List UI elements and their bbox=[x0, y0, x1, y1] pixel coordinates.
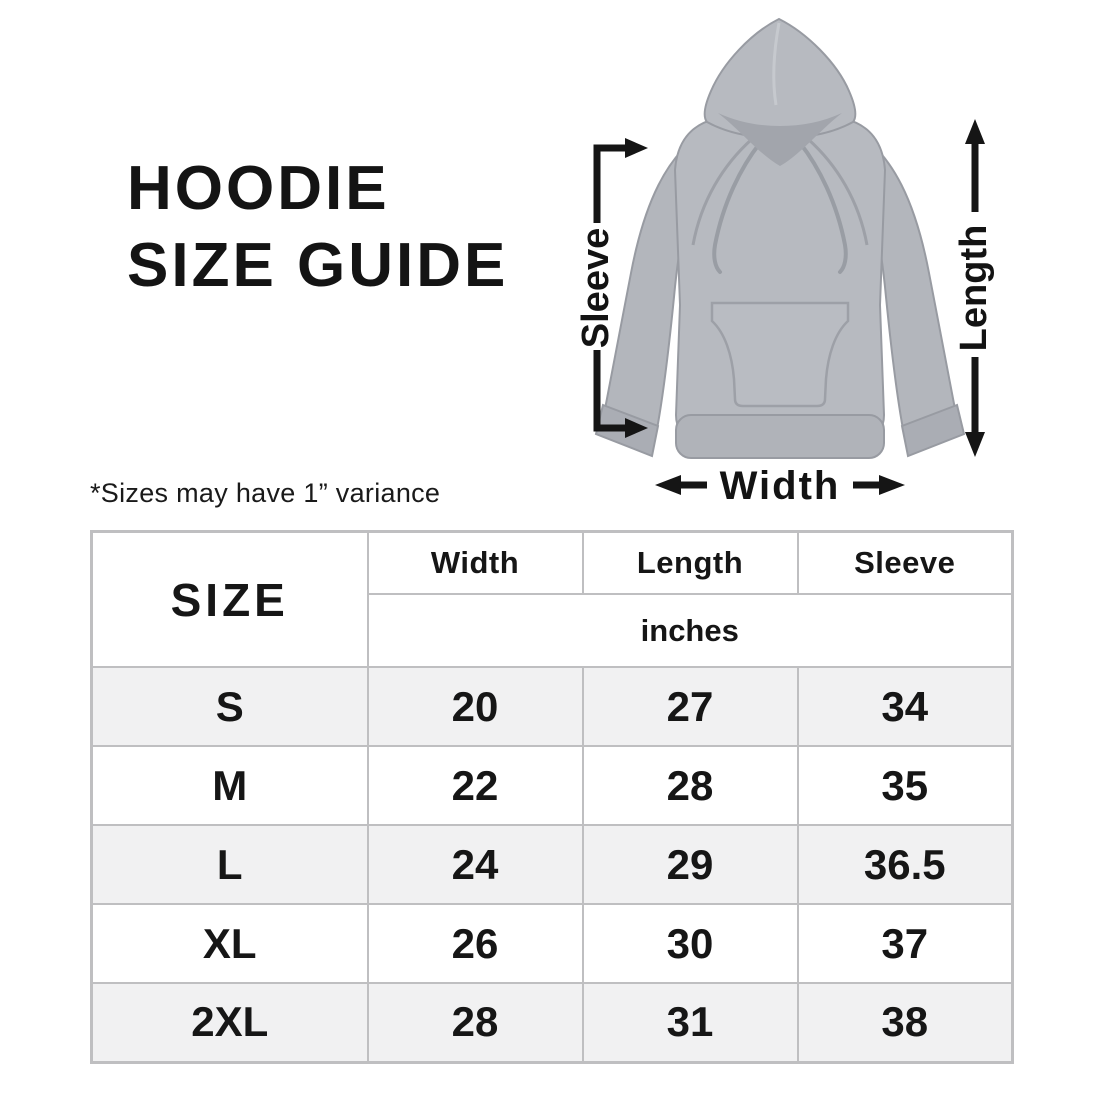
size-cell: XL bbox=[90, 903, 369, 984]
length-cell: 29 bbox=[581, 824, 799, 905]
variance-note: *Sizes may have 1” variance bbox=[90, 478, 441, 508]
length-column-header: Length bbox=[581, 530, 799, 595]
table-row-xl: XL 26 30 37 bbox=[90, 903, 1014, 984]
page-title: HOODIE SIZE GUIDE bbox=[127, 150, 508, 304]
sleeve-arrow bbox=[593, 138, 648, 438]
table-row-m: M 22 28 35 bbox=[90, 745, 1014, 826]
width-column-header: Width bbox=[366, 530, 584, 595]
sleeve-cell: 34 bbox=[796, 666, 1014, 747]
hoodie-hood-opening bbox=[718, 113, 842, 166]
sleeve-cell: 37 bbox=[796, 903, 1014, 984]
width-cell: 24 bbox=[366, 824, 584, 905]
table-row-s: S 20 27 34 bbox=[90, 666, 1014, 747]
sleeve-cell: 35 bbox=[796, 745, 1014, 826]
size-column-header: SIZE bbox=[90, 530, 369, 668]
sleeve-column-header: Sleeve bbox=[796, 530, 1014, 595]
hoodie-right-drawstring bbox=[798, 141, 848, 274]
length-cell: 27 bbox=[581, 666, 799, 747]
hoodie-illustration bbox=[594, 17, 966, 459]
unit-header: inches bbox=[366, 593, 1014, 668]
page-title-line2: SIZE GUIDE bbox=[127, 231, 509, 300]
size-cell: S bbox=[90, 666, 369, 747]
width-cell: 20 bbox=[366, 666, 584, 747]
width-cell: 28 bbox=[366, 982, 584, 1063]
length-cell: 28 bbox=[581, 745, 799, 826]
hoodie-left-seam bbox=[691, 137, 754, 246]
table-row-l: L 24 29 36.5 bbox=[90, 824, 1014, 905]
hoodie-left-drawstring bbox=[712, 141, 762, 274]
size-cell: L bbox=[90, 824, 369, 905]
sleeve-arrow-label: Sleeve bbox=[575, 228, 617, 348]
size-cell: 2XL bbox=[90, 982, 369, 1063]
page-title-line1: HOODIE bbox=[127, 154, 390, 223]
length-arrow bbox=[965, 119, 985, 457]
hoodie-right-cuff bbox=[900, 403, 966, 458]
hoodie-pocket bbox=[710, 301, 850, 408]
width-arrow-label: Width bbox=[720, 464, 841, 508]
length-arrow-label: Length bbox=[953, 225, 995, 352]
hoodie-right-seam bbox=[806, 137, 869, 246]
width-cell: 22 bbox=[366, 745, 584, 826]
width-cell: 26 bbox=[366, 903, 584, 984]
hoodie-waistband bbox=[675, 414, 885, 459]
hoodie-hood-crease bbox=[772, 22, 781, 106]
width-left-arrow-icon bbox=[655, 475, 707, 495]
hoodie-measurement-diagram: Sleeve Length Width bbox=[575, 17, 995, 508]
table-row-2xl: 2XL 28 31 38 bbox=[90, 982, 1014, 1063]
size-cell: M bbox=[90, 745, 369, 826]
length-cell: 31 bbox=[581, 982, 799, 1063]
length-cell: 30 bbox=[581, 903, 799, 984]
sleeve-cell: 36.5 bbox=[796, 824, 1014, 905]
sleeve-cell: 38 bbox=[796, 982, 1014, 1063]
width-right-arrow-icon bbox=[853, 475, 905, 495]
size-table: SIZE Width Length Sleeve inches S 20 27 … bbox=[90, 530, 1014, 1064]
